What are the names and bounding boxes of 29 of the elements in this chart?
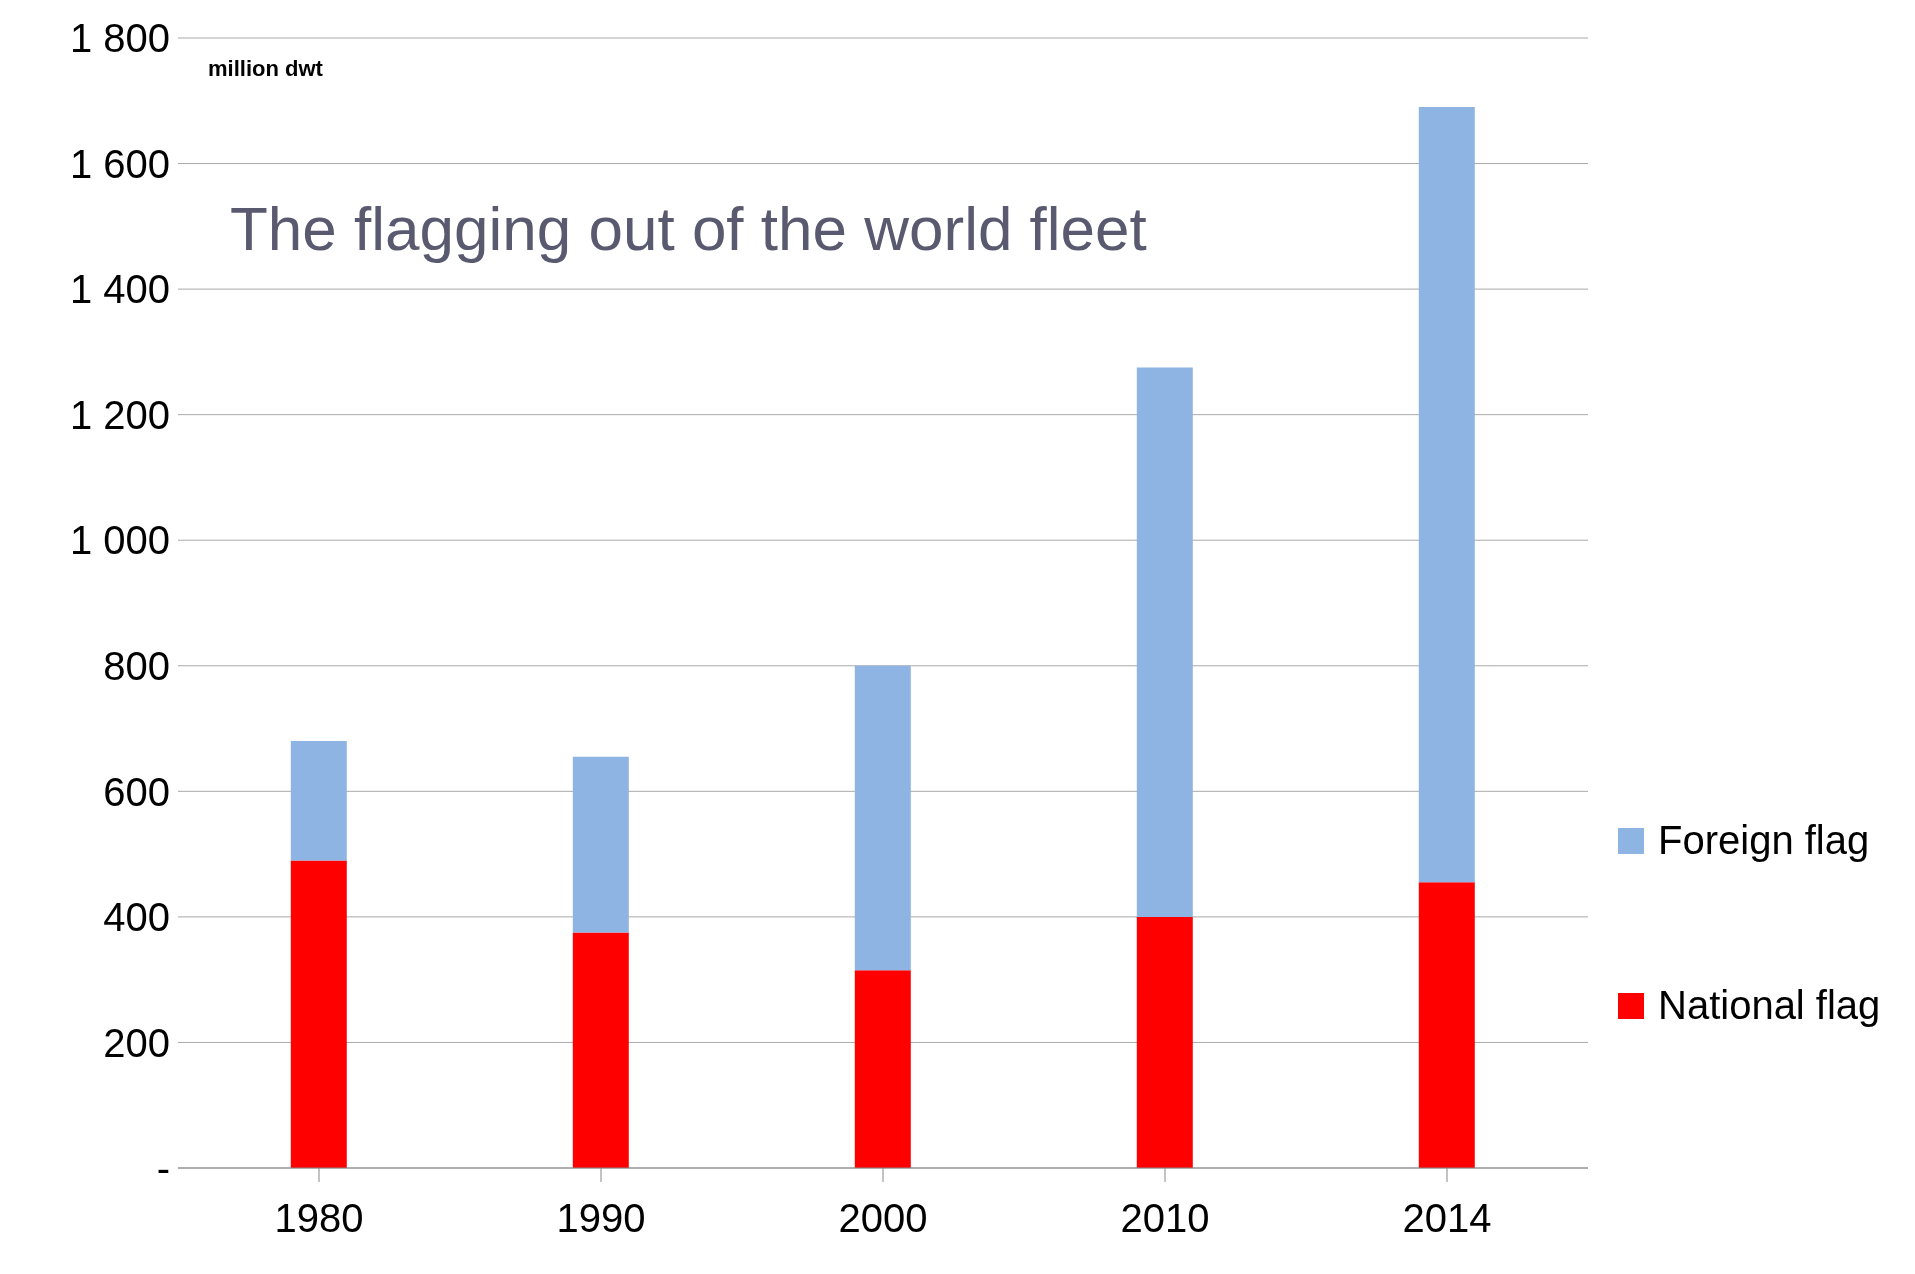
y-tick-label: 1 600 — [69, 141, 170, 186]
legend-label: National flag — [1658, 983, 1881, 1028]
bar — [572, 756, 629, 933]
y-tick-label: 200 — [103, 1020, 170, 1065]
bar — [1418, 107, 1475, 883]
bar — [1418, 882, 1475, 1168]
bar — [290, 741, 347, 861]
bar — [854, 970, 911, 1168]
y-tick-label: 800 — [103, 643, 170, 688]
y-tick-label: 1 000 — [69, 518, 170, 563]
y-tick-label: 600 — [103, 769, 170, 814]
x-tick-label: 2000 — [838, 1196, 928, 1241]
bar — [1136, 916, 1193, 1168]
bar — [1136, 367, 1193, 917]
bar — [854, 665, 911, 971]
x-tick-label: 2014 — [1402, 1196, 1492, 1241]
y-tick-label: - — [156, 1146, 170, 1191]
bar — [290, 860, 347, 1168]
text: The flagging out of the world fleet — [230, 193, 1147, 264]
y-tick-label: 400 — [103, 895, 170, 940]
x-tick-label: 2010 — [1120, 1196, 1210, 1241]
y-tick-label: 1 800 — [69, 16, 170, 61]
y-axis-title: million dwt — [208, 56, 323, 82]
bar — [572, 932, 629, 1168]
y-tick-label: 1 400 — [69, 267, 170, 312]
y-tick-label: 1 200 — [69, 392, 170, 437]
legend-label: Foreign flag — [1658, 818, 1870, 863]
x-tick-label: 1990 — [556, 1196, 646, 1241]
x-tick-label: 1980 — [274, 1196, 364, 1241]
